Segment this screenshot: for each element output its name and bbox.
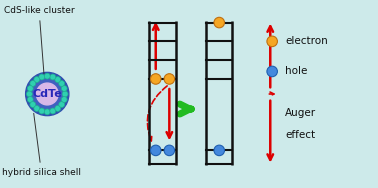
Circle shape	[150, 74, 161, 84]
Text: CdTe: CdTe	[33, 89, 62, 99]
Circle shape	[59, 81, 65, 86]
Circle shape	[267, 36, 277, 47]
Circle shape	[214, 145, 225, 156]
Circle shape	[61, 86, 67, 91]
Circle shape	[55, 105, 60, 111]
Circle shape	[44, 73, 50, 79]
Circle shape	[44, 109, 50, 115]
Circle shape	[164, 74, 175, 84]
Circle shape	[59, 102, 65, 107]
Text: effect: effect	[285, 130, 316, 140]
Circle shape	[36, 83, 58, 105]
Text: electron: electron	[285, 36, 328, 46]
Circle shape	[267, 66, 277, 77]
Circle shape	[150, 145, 161, 156]
Circle shape	[27, 86, 33, 91]
Circle shape	[26, 72, 69, 116]
Circle shape	[27, 97, 33, 102]
Circle shape	[30, 102, 36, 107]
Circle shape	[62, 91, 68, 97]
Circle shape	[34, 77, 40, 83]
Text: Auger: Auger	[285, 108, 316, 118]
Circle shape	[61, 97, 67, 102]
Circle shape	[39, 74, 45, 80]
Circle shape	[214, 17, 225, 28]
Circle shape	[34, 105, 40, 111]
Circle shape	[29, 76, 65, 112]
Text: CdS-like cluster: CdS-like cluster	[4, 6, 74, 74]
Circle shape	[50, 108, 56, 114]
Circle shape	[26, 91, 32, 97]
Circle shape	[164, 145, 175, 156]
Circle shape	[30, 81, 36, 86]
Circle shape	[50, 74, 56, 80]
Text: hole: hole	[285, 66, 308, 77]
Text: hybrid silica shell: hybrid silica shell	[2, 113, 81, 177]
Circle shape	[39, 108, 45, 114]
Circle shape	[55, 77, 60, 83]
